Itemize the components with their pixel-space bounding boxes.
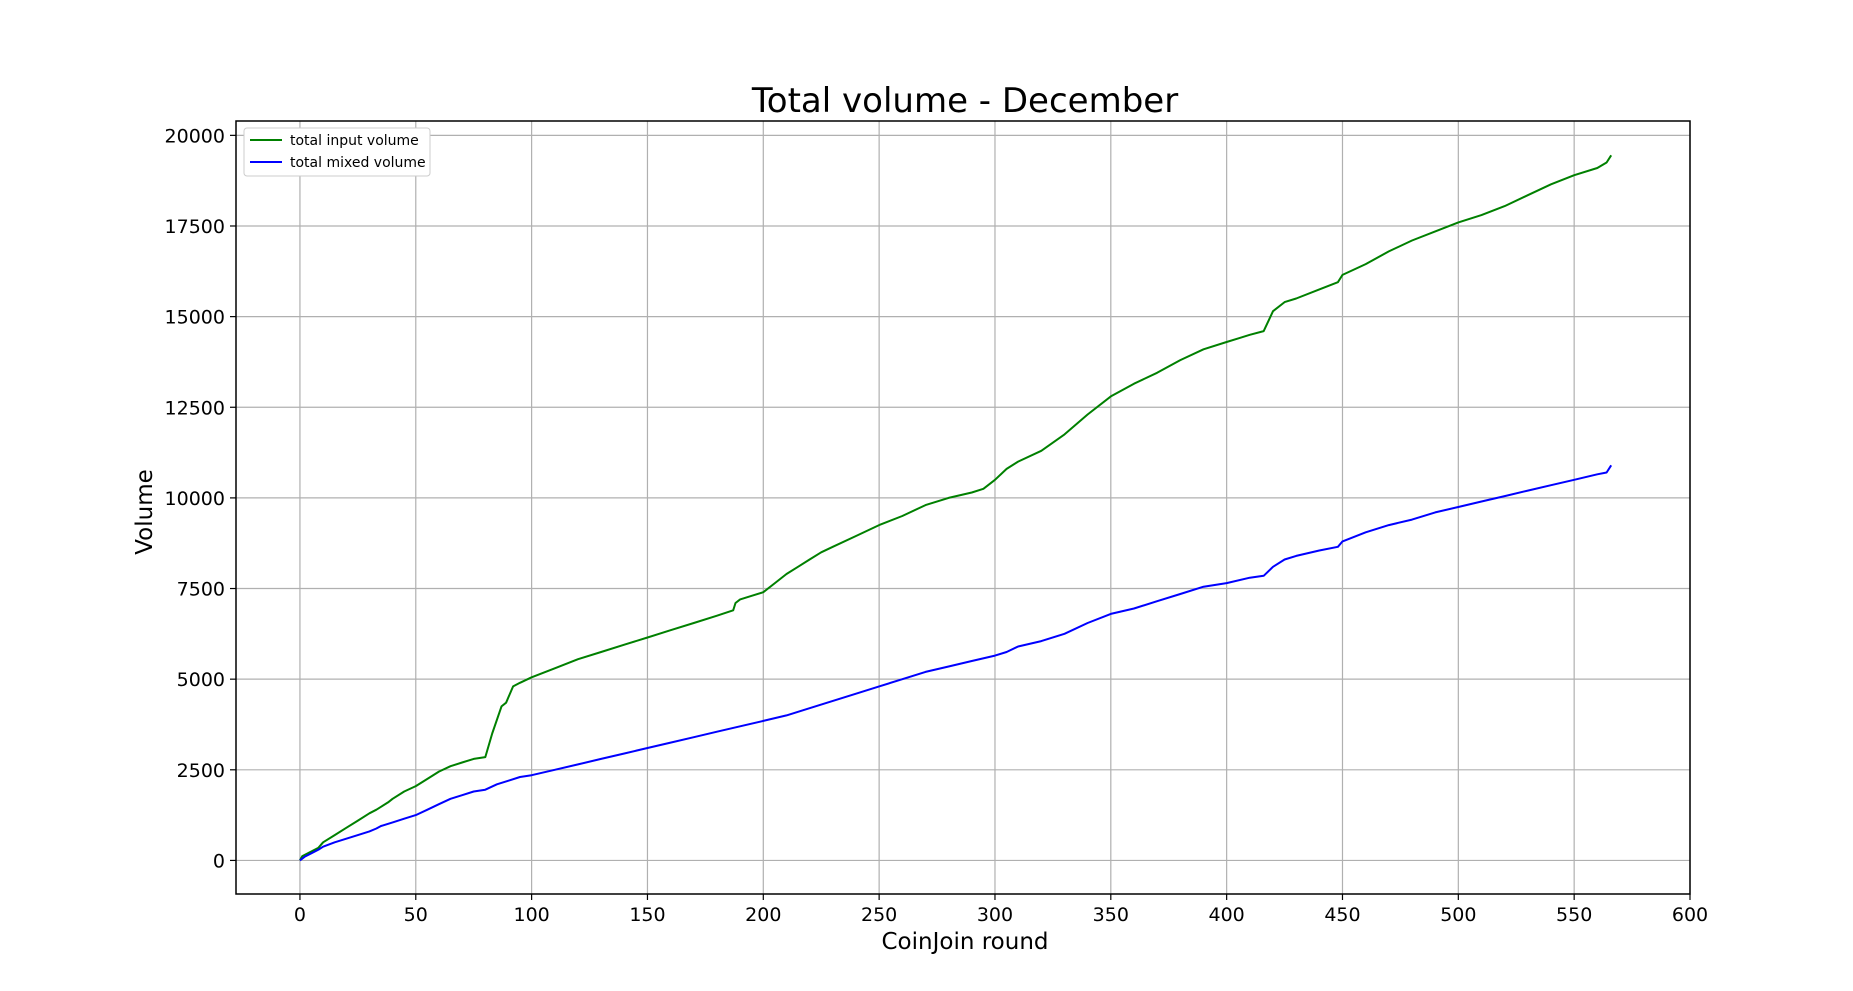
y-axis-ticks: 0 2500 5000 7500 10000 12500 15000 17500 20000 bbox=[165, 125, 236, 872]
x-tick-label: 350 bbox=[1093, 904, 1129, 926]
x-tick-label: 500 bbox=[1440, 904, 1476, 926]
x-tick-label: 600 bbox=[1672, 904, 1708, 926]
y-tick-label: 20000 bbox=[165, 125, 225, 147]
x-axis-label: CoinJoin round bbox=[881, 929, 1048, 955]
plot-frame bbox=[235, 120, 1691, 895]
y-tick-label: 10000 bbox=[165, 488, 225, 510]
x-tick-label: 200 bbox=[745, 904, 781, 926]
y-tick-label: 7500 bbox=[177, 579, 225, 601]
y-tick-label: 2500 bbox=[177, 760, 225, 782]
y-tick-label: 12500 bbox=[165, 397, 225, 419]
x-tick-label: 300 bbox=[977, 904, 1013, 926]
y-tick-label: 17500 bbox=[165, 216, 225, 238]
x-tick-label: 250 bbox=[861, 904, 897, 926]
x-tick-label: 150 bbox=[629, 904, 665, 926]
x-tick-label: 400 bbox=[1209, 904, 1245, 926]
y-axis-label: Volume bbox=[132, 469, 158, 555]
x-axis-ticks: 0 50 100 150 200 250 300 350 400 450 500 550 600 bbox=[294, 894, 1708, 926]
legend: total input volume total mixed volume bbox=[243, 127, 431, 177]
x-tick-label: 100 bbox=[513, 904, 549, 926]
y-tick-label: 15000 bbox=[165, 307, 225, 329]
x-tick-label: 0 bbox=[294, 904, 306, 926]
legend-label-input: total input volume bbox=[290, 133, 419, 149]
x-tick-label: 450 bbox=[1324, 904, 1360, 926]
grid-lines bbox=[236, 121, 1691, 894]
series-lines bbox=[299, 154, 1613, 862]
x-tick-label: 50 bbox=[404, 904, 428, 926]
legend-box bbox=[243, 127, 431, 177]
chart-title: Total volume - December bbox=[751, 81, 1178, 121]
x-tick-label: 550 bbox=[1556, 904, 1592, 926]
series-line-total-input-volume bbox=[299, 154, 1613, 861]
series-line-total-mixed-volume bbox=[299, 464, 1613, 862]
legend-label-mixed: total mixed volume bbox=[290, 155, 426, 171]
y-tick-label: 5000 bbox=[177, 669, 225, 691]
y-tick-label: 0 bbox=[213, 850, 225, 872]
